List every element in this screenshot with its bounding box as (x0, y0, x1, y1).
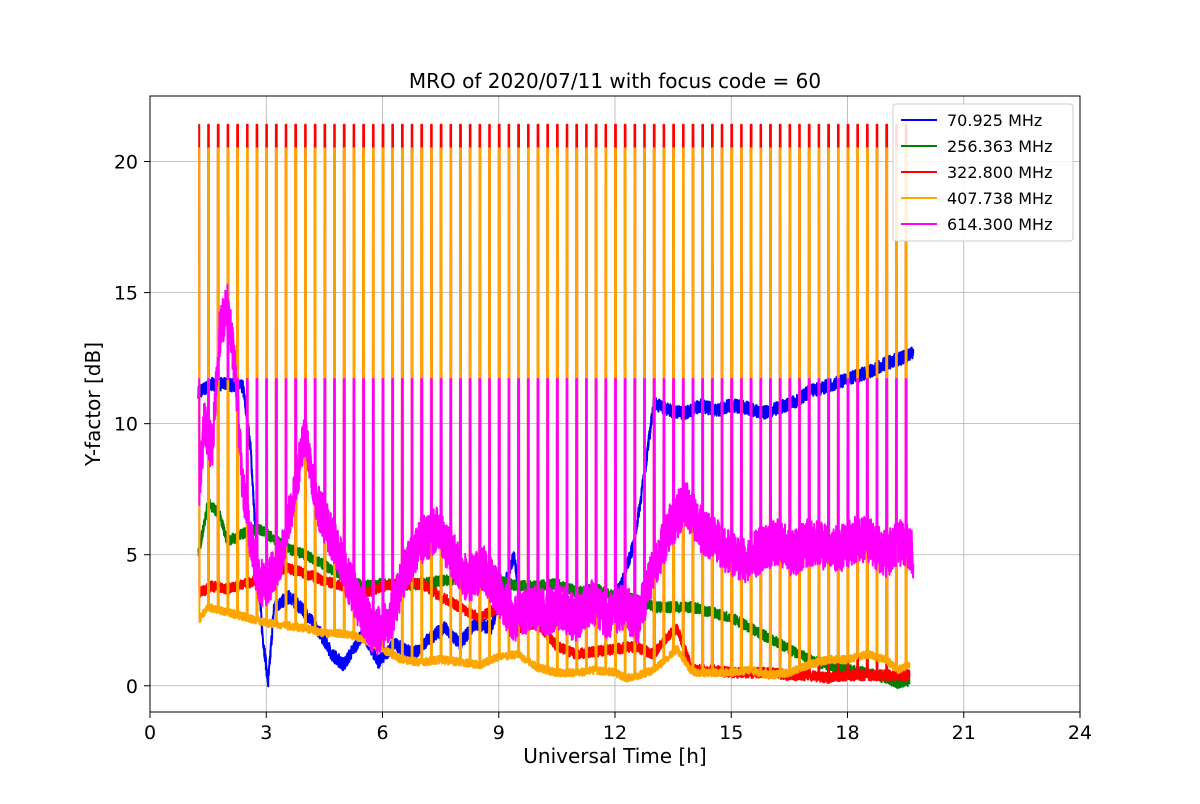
legend-label: 322.800 MHz (947, 163, 1052, 182)
x-tick-label: 6 (376, 722, 388, 744)
series-layer (197, 123, 915, 690)
legend-label: 70.925 MHz (947, 111, 1042, 130)
legend-box (892, 103, 1074, 242)
series-line-3 (197, 147, 911, 683)
chart-title: MRO of 2020/07/11 with focus code = 60 (409, 69, 821, 93)
legend-label: 256.363 MHz (947, 137, 1052, 156)
x-tick-label: 15 (719, 722, 743, 744)
x-tick-label: 24 (1068, 722, 1092, 744)
tick-layer: 0 3 6 9 12 15 18 21 24 0 5 10 15 20 (114, 152, 1092, 744)
x-tick-label: 9 (493, 722, 505, 744)
y-tick-label: 10 (114, 414, 138, 436)
x-axis-label: Universal Time [h] (523, 744, 706, 768)
y-tick-label: 15 (114, 283, 138, 305)
x-tick-label: 0 (144, 722, 156, 744)
series-line-2 (197, 123, 911, 684)
x-tick-label: 18 (835, 722, 859, 744)
x-tick-label: 21 (952, 722, 976, 744)
legend-label: 407.738 MHz (947, 189, 1052, 208)
y-tick-label: 0 (126, 676, 138, 698)
legend: 70.925 MHz 256.363 MHz 322.800 MHz 407.738 … (892, 103, 1074, 242)
y-tick-label: 5 (126, 545, 138, 567)
series-line-4 (197, 283, 915, 656)
x-tick-label: 3 (260, 722, 272, 744)
y-axis-label: Y-factor [dB] (81, 342, 105, 467)
y-tick-label: 20 (114, 152, 138, 174)
x-tick-label: 12 (603, 722, 627, 744)
legend-label: 614.300 MHz (947, 215, 1052, 234)
